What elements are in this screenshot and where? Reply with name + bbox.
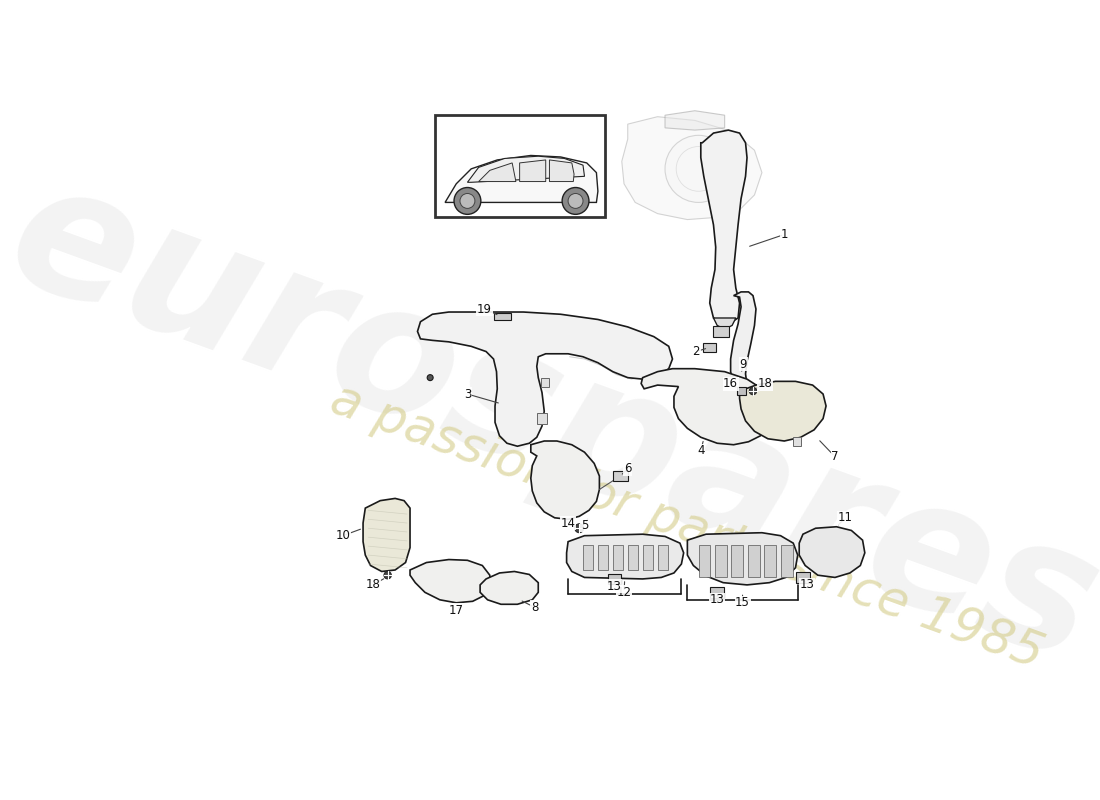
Polygon shape — [698, 546, 711, 578]
Polygon shape — [418, 312, 672, 446]
Text: 18: 18 — [365, 578, 381, 591]
Polygon shape — [436, 115, 605, 218]
Polygon shape — [701, 130, 747, 322]
Polygon shape — [793, 438, 801, 446]
Text: a passion for parts since 1985: a passion for parts since 1985 — [324, 375, 1050, 678]
Bar — [607, 574, 621, 584]
Circle shape — [666, 135, 733, 202]
Bar — [737, 387, 746, 394]
Text: 5: 5 — [581, 518, 589, 532]
Text: 8: 8 — [531, 601, 538, 614]
Text: 18: 18 — [758, 377, 772, 390]
Text: 7: 7 — [832, 450, 838, 463]
Polygon shape — [732, 546, 744, 578]
Polygon shape — [621, 117, 762, 219]
Text: eurospares: eurospares — [0, 145, 1100, 700]
Polygon shape — [613, 546, 624, 570]
Bar — [613, 471, 628, 482]
Text: 13: 13 — [800, 578, 814, 591]
Polygon shape — [730, 292, 756, 394]
Text: 2: 2 — [693, 345, 700, 358]
Polygon shape — [764, 546, 777, 578]
Circle shape — [575, 524, 584, 533]
Circle shape — [562, 187, 588, 214]
Circle shape — [384, 571, 392, 579]
Text: 10: 10 — [336, 529, 351, 542]
Bar — [796, 572, 810, 582]
Polygon shape — [531, 441, 600, 519]
Polygon shape — [583, 546, 593, 570]
Polygon shape — [537, 414, 547, 424]
Polygon shape — [363, 498, 410, 571]
Text: 12: 12 — [616, 586, 631, 599]
Polygon shape — [628, 546, 638, 570]
Polygon shape — [566, 534, 684, 579]
Circle shape — [454, 187, 481, 214]
Bar — [703, 343, 716, 352]
Text: 14: 14 — [561, 517, 575, 530]
Polygon shape — [739, 382, 826, 441]
Text: 17: 17 — [449, 604, 464, 617]
Polygon shape — [519, 160, 546, 182]
Bar — [494, 313, 510, 320]
Polygon shape — [541, 378, 549, 386]
Text: 3: 3 — [464, 387, 471, 401]
Text: 11: 11 — [838, 511, 853, 524]
Circle shape — [460, 194, 475, 208]
Polygon shape — [480, 571, 538, 604]
Text: 13: 13 — [607, 580, 621, 593]
Polygon shape — [715, 546, 727, 578]
Polygon shape — [641, 369, 771, 445]
Polygon shape — [714, 318, 736, 329]
Polygon shape — [748, 546, 760, 578]
Polygon shape — [598, 546, 608, 570]
Text: 6: 6 — [624, 462, 631, 475]
Polygon shape — [800, 526, 865, 578]
Text: 15: 15 — [735, 596, 750, 610]
Polygon shape — [549, 160, 574, 182]
Bar — [713, 326, 729, 337]
Polygon shape — [478, 163, 516, 182]
Polygon shape — [410, 559, 490, 602]
Polygon shape — [688, 533, 798, 585]
Circle shape — [427, 374, 433, 381]
Text: 13: 13 — [710, 594, 725, 606]
Text: 9: 9 — [739, 358, 747, 370]
Bar — [711, 587, 724, 598]
Polygon shape — [658, 546, 668, 570]
Circle shape — [749, 387, 757, 394]
Polygon shape — [666, 110, 725, 130]
Text: 19: 19 — [477, 302, 492, 315]
Polygon shape — [446, 155, 598, 202]
Polygon shape — [468, 156, 584, 182]
Circle shape — [568, 194, 583, 208]
Polygon shape — [642, 546, 653, 570]
Text: 1: 1 — [781, 228, 788, 241]
Polygon shape — [781, 546, 792, 578]
Text: 4: 4 — [697, 444, 704, 457]
Text: 16: 16 — [723, 377, 738, 390]
